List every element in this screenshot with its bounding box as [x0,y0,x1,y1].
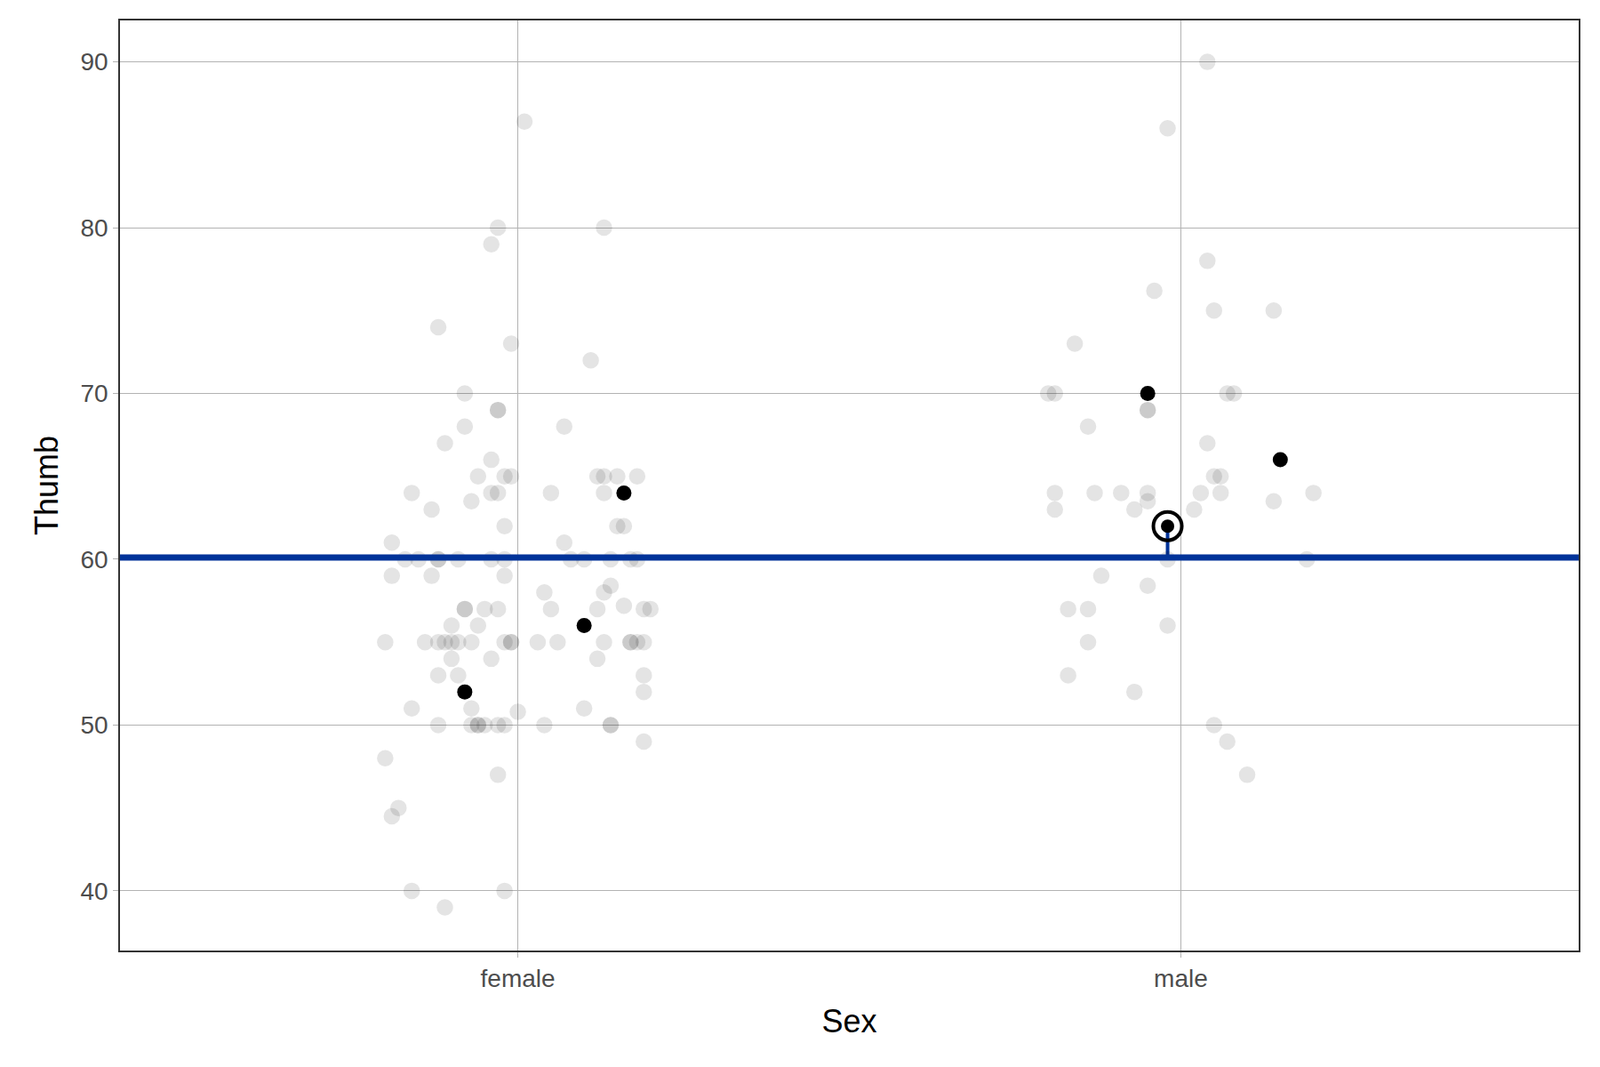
svg-text:Thumb: Thumb [28,435,65,536]
svg-text:60: 60 [80,545,108,574]
svg-text:90: 90 [80,48,108,76]
svg-text:80: 80 [80,214,108,242]
svg-text:Sex: Sex [821,1002,877,1040]
svg-text:female: female [480,964,556,992]
svg-text:40: 40 [80,877,108,905]
svg-text:male: male [1153,964,1208,992]
svg-text:70: 70 [80,379,108,408]
svg-text:50: 50 [80,711,108,739]
